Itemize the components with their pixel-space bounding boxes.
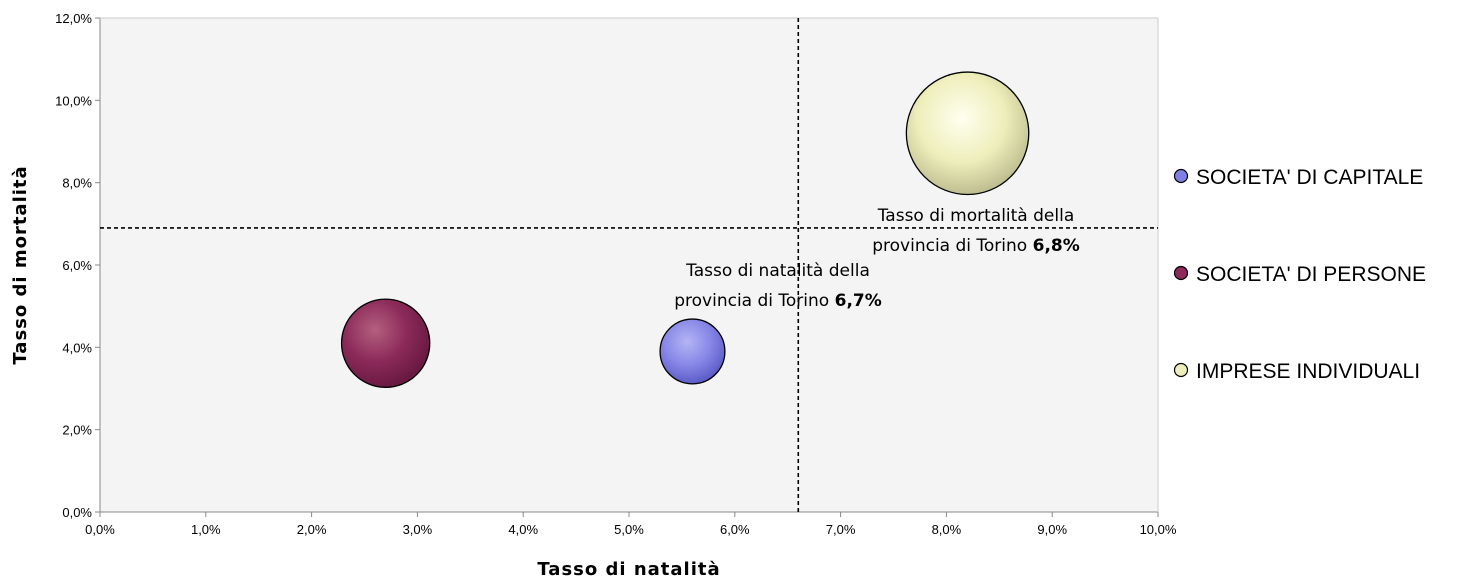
x-axis-ticks: 0,0% 1,0% 2,0% 3,0% 4,0% 5,0% 6,0% 7,0% 8,0% 9,0%…	[85, 512, 1177, 537]
mortality-annotation-line1: Tasso di mortalità della	[877, 206, 1075, 226]
legend-marker	[1173, 362, 1189, 378]
legend: SOCIETA' DI CAPITALE SOCIETA' DI PERSONE I…	[1173, 166, 1426, 383]
y-tick-label: 10,0%	[55, 93, 92, 108]
mortality-annotation-value: 6,8%	[1033, 236, 1080, 256]
bubbles	[340, 71, 1030, 388]
bubble-imprese-individuali	[905, 71, 1030, 196]
y-tick-label: 8,0%	[62, 176, 92, 191]
x-tick-label: 6,0%	[720, 522, 750, 537]
x-tick-label: 9,0%	[1037, 522, 1067, 537]
bubble-societa-di-persone	[340, 298, 431, 388]
y-tick-label: 4,0%	[62, 340, 92, 355]
y-axis-ticks: 0,0% 2,0% 4,0% 6,0% 8,0% 10,0% 12,0%	[55, 11, 100, 520]
x-tick-label: 2,0%	[297, 522, 327, 537]
legend-label: SOCIETA' DI CAPITALE	[1196, 166, 1423, 189]
x-tick-label: 5,0%	[614, 522, 644, 537]
y-tick-label: 0,0%	[62, 505, 92, 520]
natality-annotation-value: 6,7%	[835, 291, 882, 311]
x-tick-label: 8,0%	[932, 522, 962, 537]
natality-annotation-line1: Tasso di natalità della	[685, 261, 870, 281]
y-tick-label: 2,0%	[62, 423, 92, 438]
legend-marker	[1173, 265, 1189, 281]
x-tick-label: 0,0%	[85, 522, 115, 537]
x-axis-title: Tasso di natalità	[537, 559, 720, 580]
legend-marker	[1173, 168, 1189, 184]
mortality-annotation-place: provincia di Torino	[872, 236, 1027, 256]
y-axis-title: Tasso di mortalità	[10, 165, 31, 364]
y-tick-label: 6,0%	[62, 258, 92, 273]
natality-annotation-place: provincia di Torino	[674, 291, 829, 311]
x-tick-label: 1,0%	[191, 522, 221, 537]
mortality-annotation-line2: provincia di Torino 6,8%	[872, 236, 1080, 256]
natality-annotation-line2: provincia di Torino 6,7%	[674, 291, 882, 311]
x-tick-label: 7,0%	[826, 522, 856, 537]
x-tick-label: 3,0%	[403, 522, 433, 537]
legend-label: IMPRESE INDIVIDUALI	[1196, 360, 1420, 383]
mortality-annotation: Tasso di mortalità della provincia di To…	[872, 206, 1080, 256]
x-tick-label: 10,0%	[1140, 522, 1177, 537]
y-tick-label: 12,0%	[55, 11, 92, 26]
bubble-societa-di-capitale	[659, 318, 726, 385]
x-tick-label: 4,0%	[508, 522, 538, 537]
legend-label: SOCIETA' DI PERSONE	[1196, 263, 1426, 286]
natality-annotation: Tasso di natalità della provincia di Tor…	[674, 261, 882, 311]
